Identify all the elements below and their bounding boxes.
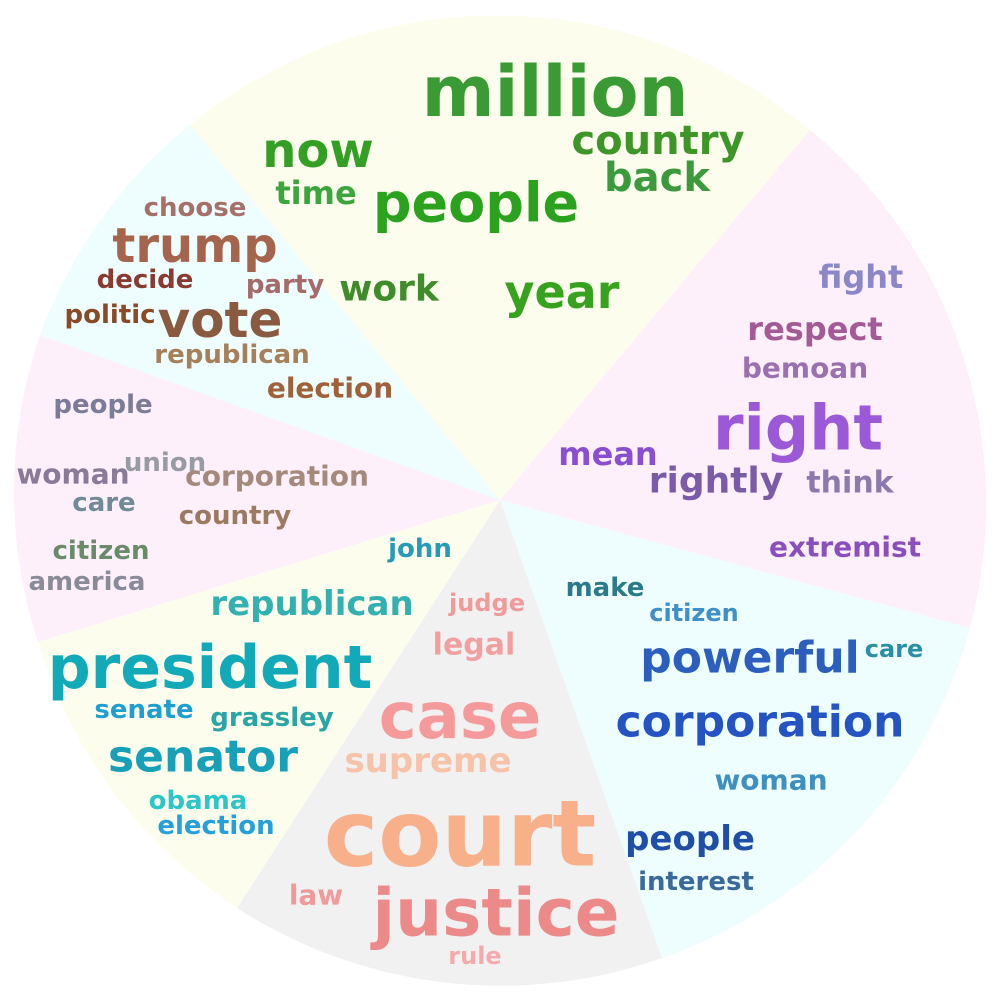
word-care: care xyxy=(865,635,924,663)
word-supreme: supreme xyxy=(344,741,511,781)
word-people-2: people xyxy=(625,819,755,859)
word-republican: republican xyxy=(210,584,413,624)
word-legal: legal xyxy=(433,628,516,663)
sector-politics xyxy=(40,125,500,500)
word-choose: choose xyxy=(144,193,247,223)
word-make: make xyxy=(566,573,645,603)
word-court: court xyxy=(324,781,597,888)
word-corporation: corporation xyxy=(616,697,905,748)
word-law: law xyxy=(289,879,343,912)
word-party: party xyxy=(246,270,324,300)
word-justice: justice xyxy=(370,875,620,952)
word-now: now xyxy=(262,123,374,179)
word-america: america xyxy=(29,567,146,597)
word-citizen: citizen xyxy=(649,599,738,627)
word-senator: senator xyxy=(108,732,298,783)
word-bemoan: bemoan xyxy=(742,352,868,385)
sector-senate xyxy=(38,500,500,908)
word-people: people xyxy=(373,172,579,235)
word-fight: fight xyxy=(819,258,904,296)
word-election: election xyxy=(157,811,274,841)
word-rightly: rightly xyxy=(649,461,784,502)
word-vote: vote xyxy=(158,291,283,349)
word-powerful: powerful xyxy=(640,633,859,684)
word-grassley: grassley xyxy=(210,703,333,733)
word-election-2: election xyxy=(267,372,393,405)
sector-corporations xyxy=(500,500,970,958)
word-respect: respect xyxy=(747,310,882,348)
word-right: right xyxy=(713,392,883,465)
word-union: union xyxy=(124,448,206,478)
word-judge: judge xyxy=(448,589,525,617)
sector-economy xyxy=(190,15,810,501)
word-politic: politic xyxy=(64,300,155,330)
sector-court xyxy=(237,500,662,986)
word-country: country xyxy=(571,118,744,164)
word-john: john xyxy=(387,534,452,564)
word-rule: rule xyxy=(448,942,501,970)
word-obama: obama xyxy=(149,786,248,816)
word-work: work xyxy=(339,269,440,310)
word-woman: woman xyxy=(714,764,827,797)
word-corporation-2: corporation xyxy=(185,460,369,493)
word-trump: trump xyxy=(112,218,277,274)
word-president: president xyxy=(48,633,373,703)
word-case: case xyxy=(379,680,542,754)
word-country-2: country xyxy=(179,501,292,531)
word-decide: decide xyxy=(97,265,194,295)
word-year: year xyxy=(505,265,620,319)
word-extremist: extremist xyxy=(769,531,921,564)
word-citizen-2: citizen xyxy=(53,536,150,566)
word-time: time xyxy=(275,174,356,212)
sector-rights xyxy=(500,130,987,628)
word-mean: mean xyxy=(558,435,657,473)
word-interest: interest xyxy=(638,867,754,897)
word-back: back xyxy=(604,155,711,201)
word-republican-2: republican xyxy=(154,340,309,370)
word-woman-2: woman xyxy=(16,458,129,491)
sector-citizens xyxy=(14,335,500,642)
word-people-3: people xyxy=(53,390,152,420)
word-million: million xyxy=(422,51,689,133)
word-senate: senate xyxy=(94,695,193,725)
word-care-2: care xyxy=(72,488,135,518)
word-think: think xyxy=(806,466,894,501)
